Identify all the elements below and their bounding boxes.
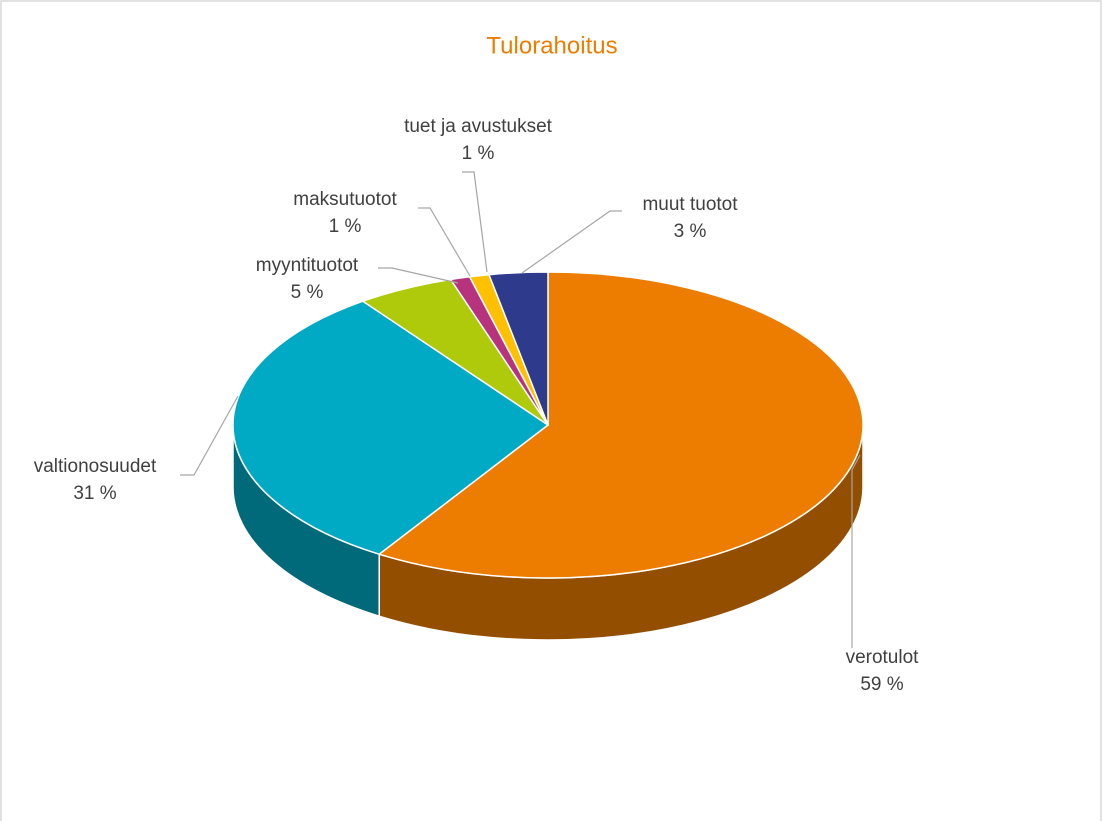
category-label: muut tuotot (642, 194, 738, 215)
chart-title: Tulorahoitus (486, 32, 617, 59)
leader-line (378, 267, 459, 284)
category-label: maksutuotot (293, 189, 397, 210)
category-label: valtionosuudet (34, 456, 157, 477)
value-label: 1 % (329, 216, 362, 237)
leader-line (180, 395, 239, 476)
slice (377, 271, 864, 579)
leader-line (521, 210, 622, 274)
value-label: 3 % (674, 221, 707, 242)
pie (232, 271, 864, 641)
labels: verotulot 59 % valtionosuudet 31 % myyntituo… (34, 116, 919, 695)
category-label: verotulot (846, 647, 920, 668)
leader-line (462, 171, 488, 273)
value-label: 5 % (291, 282, 324, 303)
slice (232, 300, 550, 556)
category-label: myyntituotot (256, 255, 359, 276)
leader-lines (180, 171, 861, 648)
leader-line (418, 207, 471, 277)
category-label: tuet ja avustukset (404, 116, 553, 137)
value-label: 59 % (860, 674, 903, 695)
leader-line (851, 454, 861, 648)
slice (487, 271, 549, 426)
value-label: 1 % (462, 143, 495, 164)
value-label: 31 % (73, 483, 116, 504)
